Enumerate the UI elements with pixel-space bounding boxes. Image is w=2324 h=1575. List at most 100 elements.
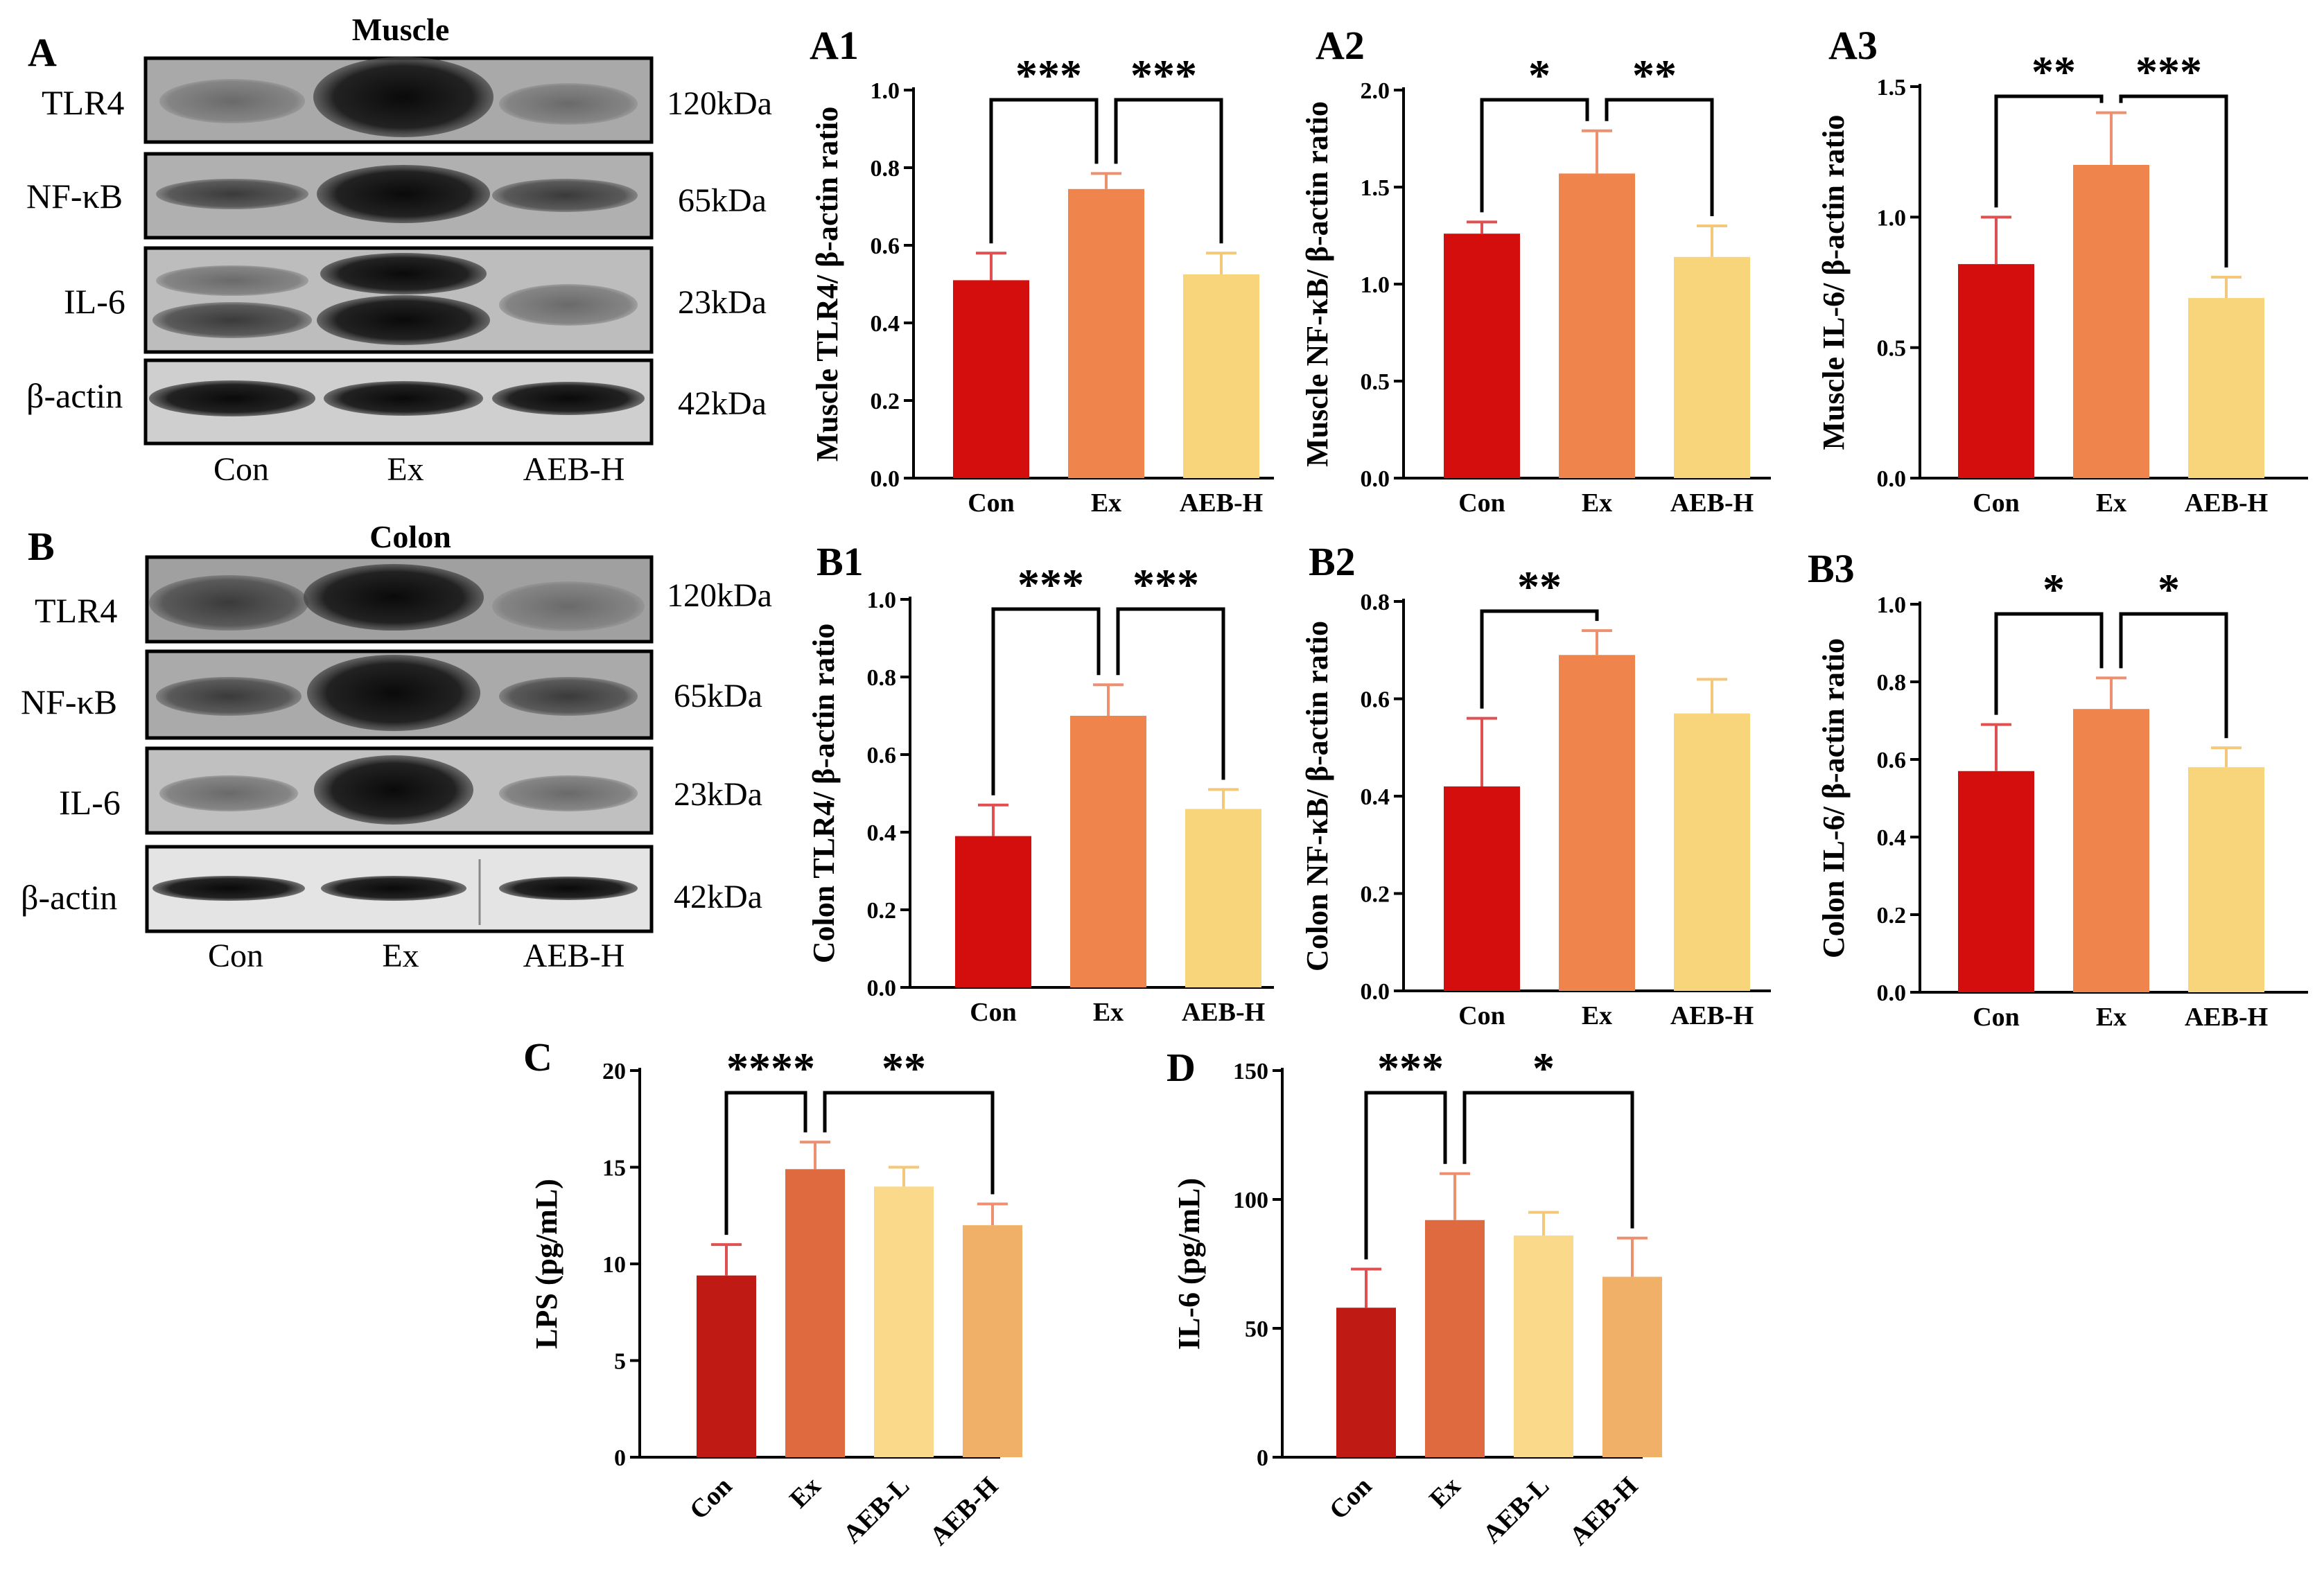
y-tick-label: 0.6 bbox=[1361, 687, 1390, 713]
blot-lane-con: Con bbox=[213, 451, 269, 488]
y-tick-label: 1.0 bbox=[1877, 205, 1907, 231]
blot-label-bactin-colon: β-actin bbox=[21, 878, 117, 917]
blot-label-bactin: β-actin bbox=[26, 376, 123, 415]
significance-bracket bbox=[1364, 1091, 1447, 1260]
y-tick-label: 1.0 bbox=[867, 588, 897, 613]
blot-lane-aeb-h: AEB-H bbox=[523, 451, 625, 488]
chart-a1: A1 0.0 0.2 0.4 0.6 0.8 1.0 Muscle TLR4/ β-actin… bbox=[810, 23, 1274, 518]
x-category-label: AEB-H bbox=[2185, 1003, 2268, 1032]
significance-label: ** bbox=[1517, 562, 1562, 611]
bar-ex bbox=[1559, 173, 1635, 478]
x-category-label: AEB-H bbox=[1564, 1472, 1644, 1551]
y-tick-label: 0.0 bbox=[1877, 466, 1907, 492]
significance-bracket bbox=[1116, 607, 1225, 780]
x-category-label: AEB-H bbox=[925, 1472, 1004, 1551]
y-axis-title: LPS (pg/mL) bbox=[530, 1179, 563, 1349]
x-category-label: Con bbox=[970, 998, 1017, 1027]
y-axis-title: Colon IL-6/ β-actin ratio bbox=[1817, 638, 1851, 958]
y-tick-label: 0.6 bbox=[1877, 748, 1907, 773]
chart-a3: A3 0.0 0.5 1.0 1.5 Muscle IL-6/ β-actin ratio… bbox=[1817, 23, 2308, 518]
blot-strip-il6-muscle bbox=[143, 246, 654, 354]
x-category-label: AEB-L bbox=[838, 1472, 916, 1549]
y-axis-title: IL-6 (pg/mL) bbox=[1172, 1178, 1206, 1350]
panel-letter-b2: B2 bbox=[1309, 539, 1356, 584]
x-category-label: Ex bbox=[1093, 998, 1124, 1027]
x-category-label: AEB-H bbox=[1670, 489, 1754, 518]
y-tick-label: 1.0 bbox=[871, 78, 900, 104]
blot-label-il6-colon: IL-6 bbox=[59, 783, 121, 822]
blot-lane-con-colon: Con bbox=[208, 938, 263, 974]
significance-label: * bbox=[2158, 565, 2180, 614]
y-tick-label: 0.0 bbox=[1877, 980, 1907, 1006]
bar-aeb-h bbox=[1674, 713, 1750, 991]
blot-kda-il6: 23kDa bbox=[678, 284, 767, 321]
panel-letter-a2: A2 bbox=[1316, 23, 1365, 68]
blot-strip-tlr4-colon bbox=[145, 555, 654, 644]
y-tick-label: 5 bbox=[614, 1349, 626, 1375]
y-tick-label: 0.4 bbox=[871, 311, 900, 337]
blot-label-il6: IL-6 bbox=[64, 282, 125, 321]
y-tick-label: 50 bbox=[1245, 1317, 1268, 1342]
significance-bracket bbox=[2119, 94, 2228, 267]
blot-kda-tlr4: 120kDa bbox=[667, 85, 772, 122]
blot-strip-bactin-muscle bbox=[143, 358, 654, 446]
bar-ex bbox=[2073, 165, 2149, 478]
blot-strip-nfkb-muscle bbox=[143, 152, 654, 240]
significance-label: * bbox=[2043, 565, 2065, 614]
blot-lane-ex: Ex bbox=[387, 451, 423, 488]
blot-panel-a: A Muscle TLR4 N bbox=[26, 12, 772, 488]
bar-con bbox=[1958, 264, 2034, 478]
significance-bracket bbox=[1114, 98, 1223, 244]
panel-letter-a: A bbox=[28, 30, 57, 75]
x-category-label: AEB-L bbox=[1478, 1472, 1555, 1549]
panel-letter-d: D bbox=[1167, 1045, 1196, 1090]
significance-label: ** bbox=[882, 1044, 926, 1093]
significance-label: *** bbox=[1130, 51, 1197, 100]
significance-bracket bbox=[1994, 94, 2104, 208]
panel-letter-b: B bbox=[28, 524, 55, 569]
bar-aeb-h bbox=[1602, 1276, 1662, 1457]
significance-label: *** bbox=[1133, 560, 1199, 609]
x-category-label: Con bbox=[1458, 1001, 1505, 1030]
significance-label: *** bbox=[1377, 1044, 1444, 1093]
y-tick-label: 0.0 bbox=[871, 466, 900, 492]
bar-aeb-h bbox=[2188, 298, 2264, 478]
x-category-label: Ex bbox=[1424, 1472, 1466, 1514]
x-category-label: Con bbox=[1458, 489, 1505, 518]
y-axis-title: Colon TLR4/ β-actin ratio bbox=[807, 624, 841, 964]
blot-kda-bactin-colon: 42kDa bbox=[674, 879, 762, 915]
y-tick-label: 0.6 bbox=[871, 234, 900, 259]
panel-letter-c: C bbox=[523, 1035, 552, 1080]
y-tick-label: 0.8 bbox=[867, 665, 897, 691]
blot-kda-nfkb: 65kDa bbox=[678, 182, 767, 219]
x-category-label: Con bbox=[1973, 489, 2020, 518]
y-tick-label: 150 bbox=[1233, 1059, 1268, 1084]
bar-con bbox=[697, 1275, 756, 1457]
y-tick-label: 0.0 bbox=[1361, 466, 1390, 492]
blot-kda-il6-colon: 23kDa bbox=[674, 776, 762, 813]
y-tick-label: 0 bbox=[614, 1445, 626, 1471]
bar-con bbox=[955, 836, 1031, 987]
significance-label: * bbox=[1528, 51, 1550, 100]
significance-label: *** bbox=[1017, 560, 1084, 609]
x-category-label: Con bbox=[968, 489, 1015, 518]
chart-b1: B1 0.0 0.2 0.4 0.6 0.8 1.0 Colon TLR4/ β-actin … bbox=[807, 539, 1274, 1027]
y-tick-label: 0.5 bbox=[1877, 336, 1907, 362]
blot-lane-aeb-h-colon: AEB-H bbox=[523, 938, 625, 974]
bar-ex bbox=[1068, 188, 1144, 478]
bar-con bbox=[1444, 786, 1520, 991]
significance-label: ** bbox=[1632, 51, 1677, 100]
bar-ex bbox=[2073, 709, 2149, 992]
x-category-label: AEB-H bbox=[1182, 998, 1265, 1027]
y-axis-title: Muscle IL-6/ β-actin ratio bbox=[1817, 115, 1851, 450]
y-tick-label: 0.6 bbox=[867, 743, 897, 768]
y-tick-label: 0.2 bbox=[1361, 882, 1390, 908]
blot-strip-tlr4-muscle bbox=[143, 56, 654, 144]
chart-b2: B2 0.0 0.2 0.4 0.6 0.8 Colon NF-κB/ β-actin ra… bbox=[1300, 539, 1771, 1030]
y-tick-label: 10 bbox=[602, 1252, 626, 1278]
y-tick-label: 0.8 bbox=[1877, 670, 1907, 696]
bar-con bbox=[953, 280, 1029, 478]
y-tick-label: 0.4 bbox=[1877, 825, 1907, 851]
